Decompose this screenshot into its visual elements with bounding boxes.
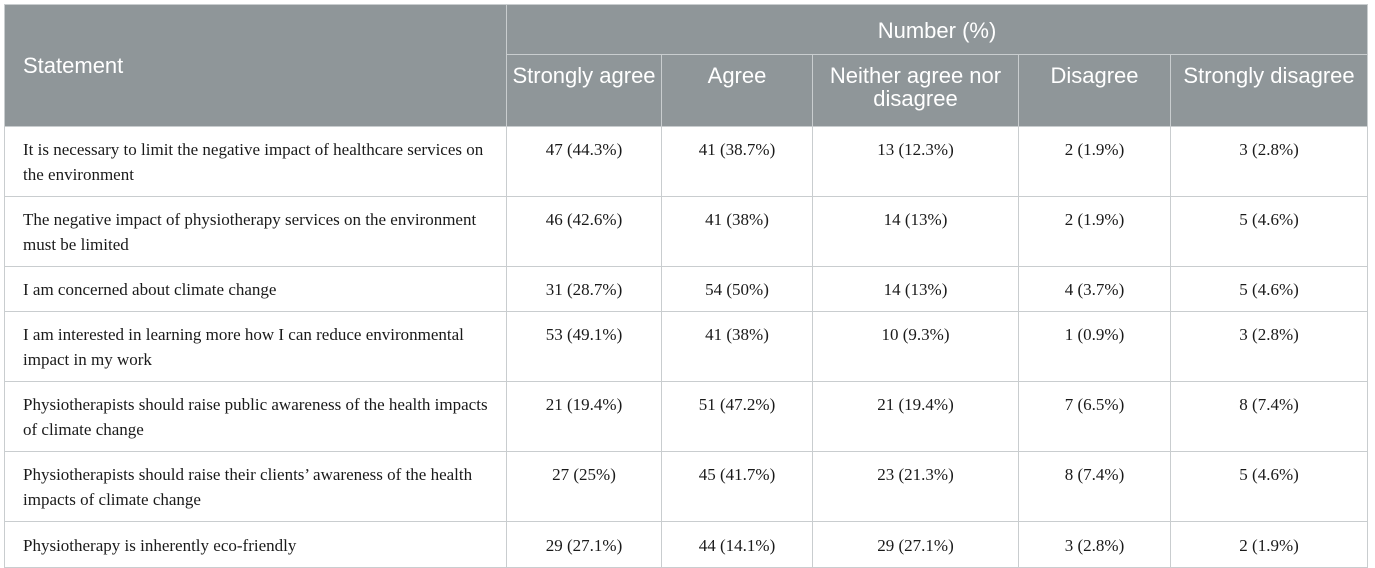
table-row: I am interested in learning more how I c… [4, 311, 1369, 382]
value-cell: 2 (1.9%) [1169, 521, 1369, 568]
value-cell: 27 (25%) [506, 451, 662, 522]
value-cell: 3 (2.8%) [1018, 521, 1171, 568]
number-percent-group-header: Number (%) [505, 4, 1369, 55]
column-header-agree: Agree [661, 54, 813, 127]
table-header: Statement Number (%) Strongly agree Agre… [4, 4, 1369, 127]
statement-column-header: Statement [4, 4, 507, 127]
value-cell: 29 (27.1%) [812, 521, 1019, 568]
value-cell: 31 (28.7%) [506, 266, 662, 312]
value-cell: 8 (7.4%) [1169, 381, 1369, 452]
value-cell: 21 (19.4%) [506, 381, 662, 452]
column-header-disagree: Disagree [1018, 54, 1171, 127]
value-cell: 2 (1.9%) [1018, 196, 1171, 267]
value-cell: 3 (2.8%) [1169, 126, 1369, 197]
column-header-strongly-agree: Strongly agree [506, 54, 662, 127]
statement-cell: I am concerned about climate change [4, 266, 507, 312]
value-cell: 13 (12.3%) [812, 126, 1019, 197]
table-row: Physiotherapists should raise public awa… [4, 381, 1369, 452]
survey-results-table: Statement Number (%) Strongly agree Agre… [4, 4, 1369, 568]
value-cell: 44 (14.1%) [661, 521, 813, 568]
value-cell: 41 (38%) [661, 311, 813, 382]
value-cell: 41 (38%) [661, 196, 813, 267]
table-row: I am concerned about climate change 31 (… [4, 266, 1369, 312]
value-cell: 14 (13%) [812, 266, 1019, 312]
statement-cell: Physiotherapy is inherently eco-friendly [4, 521, 507, 568]
value-cell: 54 (50%) [661, 266, 813, 312]
value-cell: 7 (6.5%) [1018, 381, 1171, 452]
statement-cell: The negative impact of physiotherapy ser… [4, 196, 507, 267]
value-cell: 41 (38.7%) [661, 126, 813, 197]
table-row: It is necessary to limit the negative im… [4, 126, 1369, 197]
statement-cell: Physiotherapists should raise their clie… [4, 451, 507, 522]
value-cell: 29 (27.1%) [506, 521, 662, 568]
value-cell: 8 (7.4%) [1018, 451, 1171, 522]
statement-cell: Physiotherapists should raise public awa… [4, 381, 507, 452]
table-row: Physiotherapists should raise their clie… [4, 451, 1369, 522]
column-header-neither: Neither agree nor disagree [812, 54, 1019, 127]
value-cell: 10 (9.3%) [812, 311, 1019, 382]
value-cell: 46 (42.6%) [506, 196, 662, 267]
value-cell: 1 (0.9%) [1018, 311, 1171, 382]
value-cell: 47 (44.3%) [506, 126, 662, 197]
value-cell: 2 (1.9%) [1018, 126, 1171, 197]
value-cell: 5 (4.6%) [1169, 266, 1369, 312]
value-cell: 45 (41.7%) [661, 451, 813, 522]
value-cell: 14 (13%) [812, 196, 1019, 267]
value-cell: 5 (4.6%) [1169, 196, 1369, 267]
statement-cell: It is necessary to limit the negative im… [4, 126, 507, 197]
value-cell: 21 (19.4%) [812, 381, 1019, 452]
value-cell: 4 (3.7%) [1018, 266, 1171, 312]
table-row: The negative impact of physiotherapy ser… [4, 196, 1369, 267]
value-cell: 3 (2.8%) [1169, 311, 1369, 382]
table-row: Physiotherapy is inherently eco-friendly… [4, 521, 1369, 568]
statement-cell: I am interested in learning more how I c… [4, 311, 507, 382]
value-cell: 53 (49.1%) [506, 311, 662, 382]
table-body: It is necessary to limit the negative im… [4, 126, 1369, 568]
value-cell: 51 (47.2%) [661, 381, 813, 452]
value-cell: 23 (21.3%) [812, 451, 1019, 522]
value-cell: 5 (4.6%) [1169, 451, 1369, 522]
column-header-strongly-disagree: Strongly disagree [1169, 54, 1369, 127]
